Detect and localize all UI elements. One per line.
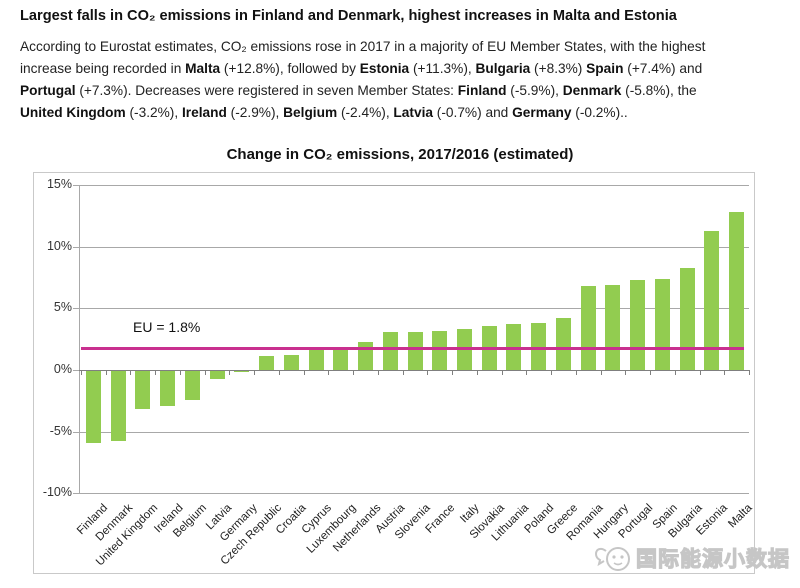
y-axis-tick-label: -10% xyxy=(42,485,72,499)
x-tick-mark xyxy=(106,370,107,375)
paragraph-line: increase being recorded in Malta (+12.8%… xyxy=(20,61,703,76)
x-tick-mark xyxy=(749,370,750,375)
x-tick-mark xyxy=(378,370,379,375)
x-tick-mark xyxy=(601,370,602,375)
bar xyxy=(655,279,670,370)
bar xyxy=(259,356,274,370)
bar xyxy=(86,370,101,443)
speech-bubble-face-icon xyxy=(594,547,630,571)
bar xyxy=(729,212,744,370)
x-tick-mark xyxy=(130,370,131,375)
y-tick-mark xyxy=(73,185,79,186)
x-tick-mark xyxy=(724,370,725,375)
x-tick-mark xyxy=(205,370,206,375)
bar xyxy=(309,349,324,370)
y-tick-mark xyxy=(73,432,79,433)
y-axis-tick-label: 5% xyxy=(53,300,72,314)
bar xyxy=(383,332,398,370)
x-tick-mark xyxy=(427,370,428,375)
y-axis-tick-label: 10% xyxy=(46,239,72,253)
x-tick-mark xyxy=(526,370,527,375)
x-tick-mark xyxy=(502,370,503,375)
intro-paragraph: According to Eurostat estimates, CO₂ emi… xyxy=(20,36,798,124)
bar xyxy=(531,323,546,370)
eu-reference-label: EU = 1.8% xyxy=(133,319,201,335)
y-tick-mark xyxy=(73,247,79,248)
x-tick-mark xyxy=(700,370,701,375)
bar xyxy=(581,286,596,370)
bar xyxy=(408,332,423,370)
bar xyxy=(111,370,126,441)
chart-border-box xyxy=(33,172,755,574)
bar xyxy=(680,268,695,370)
paragraph-line: According to Eurostat estimates, CO₂ emi… xyxy=(20,39,706,54)
bar xyxy=(160,370,175,406)
y-axis-tick-label: 15% xyxy=(46,177,72,191)
x-tick-mark xyxy=(353,370,354,375)
x-tick-mark xyxy=(625,370,626,375)
x-tick-mark xyxy=(304,370,305,375)
x-tick-mark xyxy=(328,370,329,375)
chart-title: Change in CO₂ emissions, 2017/2016 (esti… xyxy=(226,146,574,163)
x-tick-mark xyxy=(675,370,676,375)
x-tick-mark xyxy=(650,370,651,375)
bar xyxy=(284,355,299,370)
y-axis-line xyxy=(79,185,80,493)
x-tick-mark xyxy=(229,370,230,375)
x-tick-mark xyxy=(576,370,577,375)
x-tick-mark xyxy=(279,370,280,375)
x-tick-mark xyxy=(254,370,255,375)
bar xyxy=(432,331,447,370)
bar xyxy=(556,318,571,370)
gridline xyxy=(79,493,749,494)
x-tick-mark xyxy=(81,370,82,375)
gridline xyxy=(79,308,749,309)
gridline xyxy=(79,432,749,433)
x-tick-mark xyxy=(551,370,552,375)
eu-reference-line xyxy=(81,347,744,350)
x-tick-mark xyxy=(180,370,181,375)
y-axis-tick-label: 0% xyxy=(53,362,72,376)
bar xyxy=(135,370,150,409)
y-tick-mark xyxy=(73,308,79,309)
gridline xyxy=(79,247,749,248)
x-tick-mark xyxy=(477,370,478,375)
x-tick-mark xyxy=(403,370,404,375)
paragraph-line: Portugal (+7.3%). Decreases were registe… xyxy=(20,83,697,98)
x-tick-mark xyxy=(452,370,453,375)
y-tick-mark xyxy=(73,370,79,371)
paragraph-line: United Kingdom (-3.2%), Ireland (-2.9%),… xyxy=(20,105,628,120)
bar xyxy=(185,370,200,400)
bar xyxy=(630,280,645,370)
y-axis-tick-label: -5% xyxy=(49,424,72,438)
gridline xyxy=(79,185,749,186)
bar xyxy=(704,231,719,370)
bar xyxy=(234,370,249,372)
article-title: Largest falls in CO₂ emissions in Finlan… xyxy=(20,8,677,24)
x-tick-mark xyxy=(155,370,156,375)
y-tick-mark xyxy=(73,493,79,494)
watermark-text: 国际能源小数据 xyxy=(635,547,790,571)
bar xyxy=(333,348,348,370)
watermark: 国际能源小数据 xyxy=(594,541,790,575)
bar xyxy=(605,285,620,370)
x-axis-line xyxy=(79,370,749,371)
bar xyxy=(210,370,225,379)
